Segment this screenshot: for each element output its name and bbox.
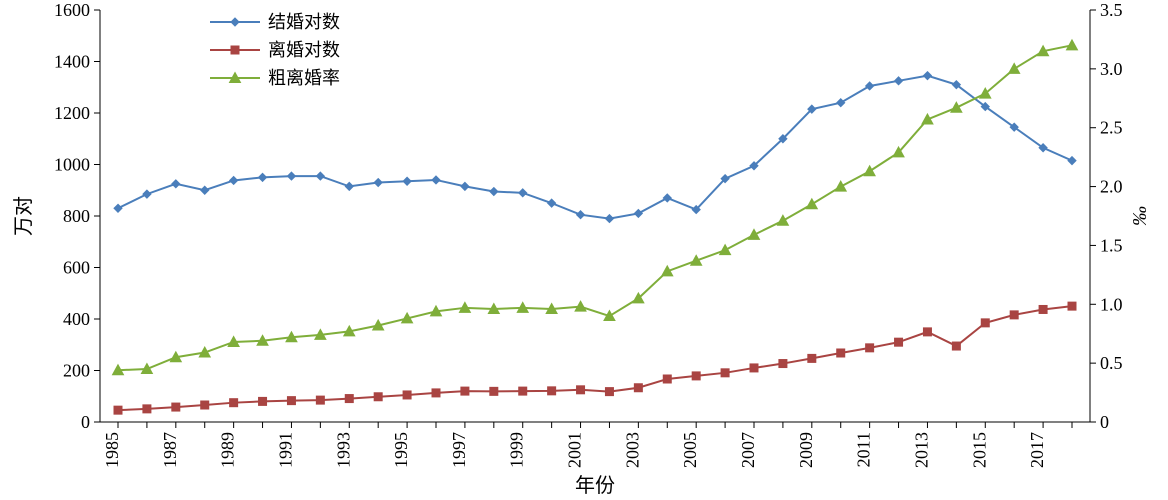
y-left-tick-label: 200: [63, 361, 90, 381]
y-left-tick-label: 600: [63, 258, 90, 278]
legend-label: 结婚对数: [268, 12, 340, 32]
x-tick-label: 2007: [738, 432, 758, 468]
x-tick-label: 2015: [969, 432, 989, 468]
x-tick-label: 2013: [911, 432, 931, 468]
y-right-tick-label: 2.5: [1100, 118, 1123, 138]
y-right-axis-label: ‰: [1129, 206, 1151, 226]
x-tick-label: 2017: [1027, 432, 1047, 468]
x-tick-label: 1991: [275, 432, 295, 468]
y-right-tick-label: 2.0: [1100, 177, 1123, 197]
y-left-tick-label: 1600: [54, 0, 90, 20]
x-tick-label: 2001: [565, 432, 585, 468]
x-tick-label: 1993: [333, 432, 353, 468]
y-left-axis-label: 万对: [12, 196, 35, 236]
y-left-tick-label: 400: [63, 309, 90, 329]
x-tick-label: 1997: [449, 432, 469, 468]
x-tick-label: 1999: [507, 432, 527, 468]
x-tick-label: 1989: [218, 432, 238, 468]
x-tick-label: 2011: [854, 432, 874, 467]
x-tick-label: 1995: [391, 432, 411, 468]
x-tick-label: 2003: [622, 432, 642, 468]
y-left-tick-label: 800: [63, 206, 90, 226]
legend-label: 离婚对数: [268, 40, 340, 60]
y-right-tick-label: 1.0: [1100, 294, 1123, 314]
y-right-tick-label: 0.5: [1100, 353, 1123, 373]
y-left-tick-label: 1000: [54, 155, 90, 175]
x-axis-label: 年份: [575, 474, 615, 497]
y-right-tick-label: 1.5: [1100, 235, 1123, 255]
legend-label: 粗离婚率: [268, 68, 340, 88]
x-tick-label: 2009: [796, 432, 816, 468]
y-right-tick-label: 0: [1100, 412, 1109, 432]
x-tick-label: 2005: [680, 432, 700, 468]
x-tick-label: 1985: [102, 432, 122, 468]
y-left-tick-label: 1200: [54, 103, 90, 123]
marriage-divorce-chart: 0 200 400 600 800 1000 1200 1400 1600 0 0.5 1.0 1.5 2…: [0, 0, 1168, 500]
y-left-tick-label: 0: [81, 412, 90, 432]
y-right-tick-label: 3.5: [1100, 0, 1123, 20]
y-right-tick-label: 3.0: [1100, 59, 1123, 79]
x-tick-label: 1987: [160, 432, 180, 468]
chart-container: 0 200 400 600 800 1000 1200 1400 1600 0 0.5 1.0 1.5 2…: [0, 0, 1168, 500]
y-left-tick-label: 1400: [54, 52, 90, 72]
